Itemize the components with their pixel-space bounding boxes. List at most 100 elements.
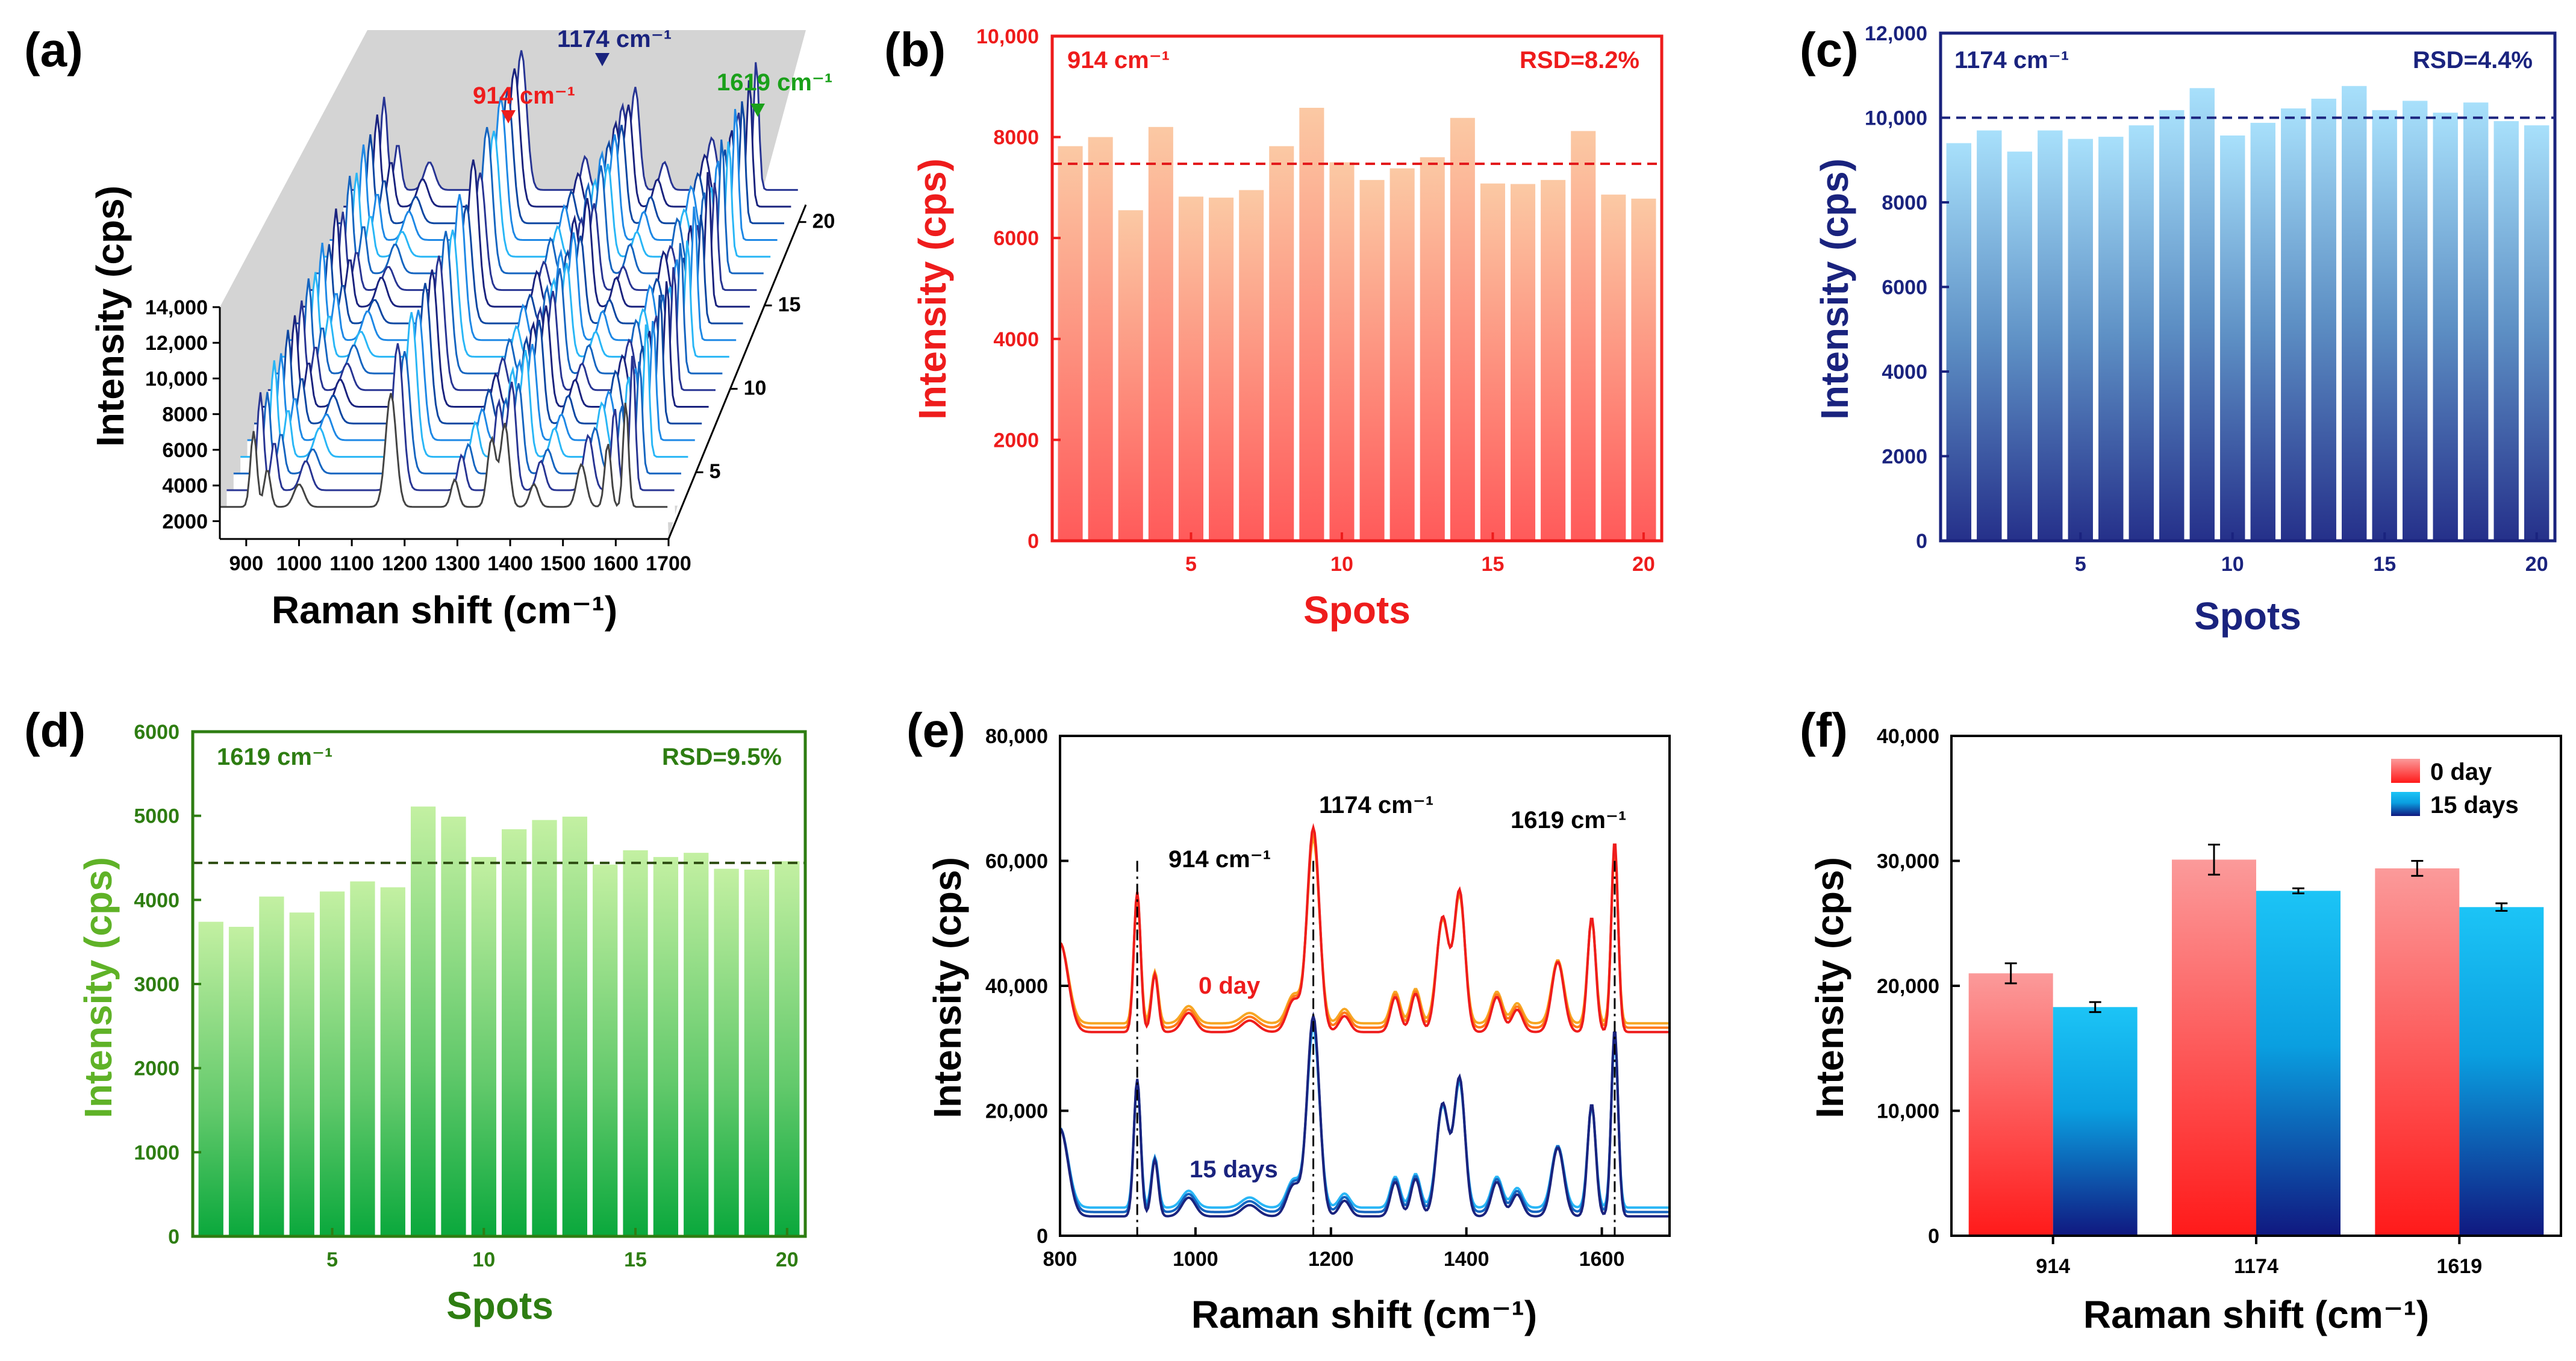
y-tick-label: 20,000 [985, 1100, 1048, 1123]
x-tick-label: 20 [2525, 553, 2548, 576]
z-tick-labels: 5 10 15 20 [696, 210, 835, 483]
x-tick-label: 1619 [2437, 1255, 2483, 1278]
rsd-label: RSD=8.2% [1520, 47, 1639, 73]
y-axis-title: Intensity (cps) [89, 185, 132, 447]
bar-spot-13 [562, 817, 588, 1236]
bar-1619-15-days [2459, 907, 2544, 1236]
legend-label-15-days: 15 days [2430, 792, 2519, 818]
panel-label-a: (a) [24, 23, 83, 76]
x-tick-label: 1000 [276, 552, 322, 575]
peak-label: 1174 cm⁻¹ [1954, 47, 2069, 73]
x-tick-label: 1600 [1579, 1248, 1625, 1271]
x-tick-label: 800 [1043, 1248, 1077, 1271]
spectrum-fill-1 [220, 393, 669, 539]
rsd-label: RSD=4.4% [2413, 47, 2533, 73]
annotation-1174: 1174 cm⁻¹ [557, 26, 672, 52]
y-tick-label: 40,000 [985, 975, 1048, 998]
x-tick-labels: 914 1174 1619 [2036, 1236, 2482, 1278]
bar-spot-14 [2342, 86, 2367, 541]
panel-e-spectra-chart: 0 20,000 40,000 60,000 80,000 800 1000 1200 140… [926, 725, 1671, 1336]
x-tick-label: 15 [624, 1248, 647, 1271]
bar-spot-2 [1088, 137, 1113, 541]
bar-spot-4 [289, 912, 314, 1236]
bar-spot-19 [744, 870, 770, 1236]
x-tick-labels: 5 10 15 20 [1185, 532, 1655, 576]
bar-spot-3 [2007, 151, 2032, 541]
bars [1968, 844, 2544, 1236]
y-tick-label: 0 [1037, 1225, 1048, 1248]
legend-swatch-0-day [2391, 759, 2420, 783]
bar-spot-19 [2493, 121, 2519, 541]
bar-spot-9 [441, 817, 466, 1236]
bar-spot-5 [1178, 196, 1203, 541]
x-tick-label: 15 [2373, 553, 2396, 576]
y-tick-label: 8000 [162, 403, 208, 426]
bar-spot-20 [1631, 198, 1656, 541]
y-tick-label: 5000 [134, 805, 179, 828]
series-label-0-day: 0 day [1199, 973, 1261, 999]
bar-spot-7 [380, 887, 405, 1236]
spectrum-15-days-3 [1059, 1011, 1670, 1218]
x-tick-label: 1700 [646, 552, 691, 575]
y-tick-label: 20,000 [1877, 975, 1939, 998]
panel-f-bar-chart: 0 10,000 20,000 30,000 40,000 914 1174 1619 0 … [1808, 725, 2562, 1336]
y-tick-label: 10,000 [1865, 107, 1927, 130]
y-tick-label: 6000 [162, 439, 208, 462]
x-tick-labels: 900 1000 1100 1200 1300 1400 1500 1600 1700 [229, 539, 691, 575]
bar-spot-1 [1058, 146, 1083, 541]
y-tick-label: 60,000 [985, 850, 1048, 873]
x-axis-title: Spots [2194, 594, 2301, 638]
bar-spot-4 [2038, 130, 2063, 541]
series-label-15-days: 15 days [1190, 1156, 1278, 1183]
x-tick-label: 1500 [540, 552, 586, 575]
y-tick-labels: 2000 4000 6000 8000 10,000 12,000 14,000 [145, 296, 220, 533]
x-tick-label: 1600 [593, 552, 639, 575]
y-tick-labels: 0 10,000 20,000 30,000 40,000 [1877, 725, 1960, 1248]
panel-label-f: (f) [1800, 703, 1848, 757]
y-tick-label: 12,000 [1865, 22, 1927, 45]
y-tick-label: 12,000 [145, 332, 208, 355]
bar-spot-8 [410, 806, 436, 1236]
x-tick-labels: 5 10 15 20 [2075, 532, 2548, 576]
y-tick-label: 3000 [134, 973, 179, 996]
bar-914-0-day [1968, 973, 2053, 1236]
marker-1619-triangle [750, 104, 765, 117]
bar-spot-12 [532, 820, 557, 1236]
y-tick-label: 10,000 [1877, 1100, 1939, 1123]
spectrum-1 [220, 393, 668, 508]
x-tick-label: 5 [1185, 553, 1197, 576]
bar-spot-15 [623, 850, 648, 1236]
bar-spot-19 [1601, 195, 1626, 541]
bar-spot-20 [775, 861, 800, 1236]
y-tick-label: 0 [1916, 530, 1927, 553]
bar-spot-3 [259, 896, 284, 1236]
bar-spot-16 [2403, 101, 2428, 541]
panel-c-bar-chart: 0 2000 4000 6000 8000 10,000 12,000 5 10 15 20 11… [1813, 22, 2557, 638]
bar-spot-11 [1359, 179, 1385, 541]
x-tick-label: 20 [1632, 553, 1655, 576]
legend-label-0-day: 0 day [2430, 759, 2492, 785]
bar-spot-1 [198, 921, 223, 1236]
bar-spot-10 [2220, 135, 2245, 541]
bars [198, 806, 800, 1236]
bar-spot-10 [471, 857, 496, 1236]
panel-label-e: (e) [906, 703, 965, 757]
bar-spot-16 [1511, 184, 1536, 541]
y-tick-label: 4000 [1882, 361, 1927, 384]
y-tick-label: 2000 [134, 1057, 179, 1080]
x-tick-label: 1000 [1173, 1248, 1218, 1271]
panel-label-c: (c) [1800, 23, 1859, 76]
peak-label: 914 cm⁻¹ [1067, 47, 1170, 73]
x-tick-label: 10 [2221, 553, 2244, 576]
marker-914-triangle [501, 110, 516, 123]
bar-spot-1 [1946, 143, 1971, 541]
bar-spot-10 [1329, 162, 1355, 541]
y-tick-label: 6000 [993, 227, 1039, 250]
bar-spot-17 [684, 853, 709, 1236]
bar-spot-18 [2463, 102, 2489, 541]
x-tick-label: 15 [1482, 553, 1505, 576]
x-tick-label: 10 [472, 1248, 495, 1271]
y-tick-label: 4000 [993, 328, 1039, 351]
bar-spot-14 [593, 864, 618, 1236]
bar-spot-6 [2098, 137, 2124, 541]
